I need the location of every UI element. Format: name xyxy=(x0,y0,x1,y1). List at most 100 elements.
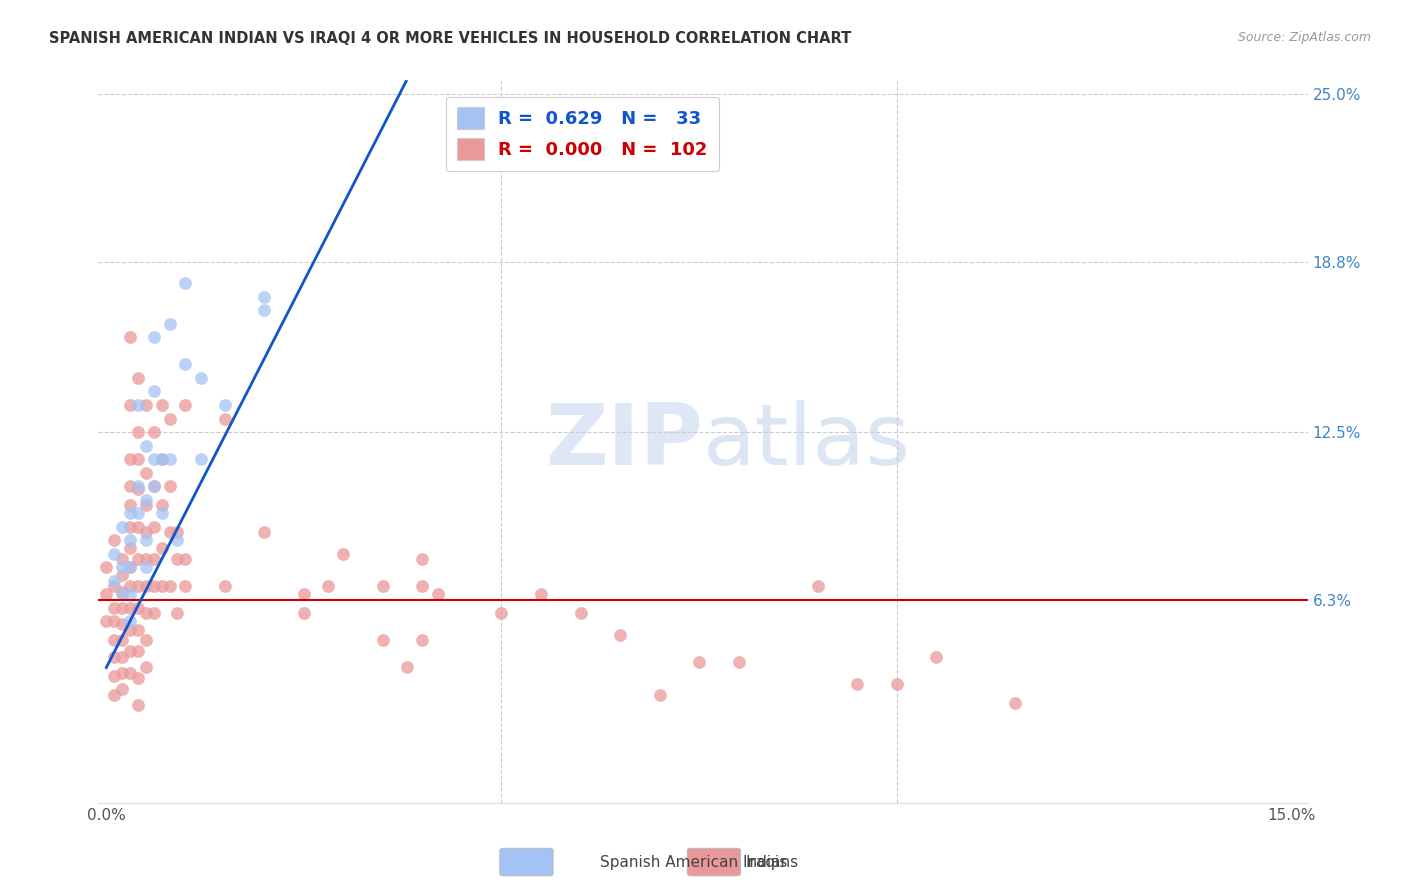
Point xyxy=(127,552,149,566)
Point xyxy=(142,520,165,534)
Point xyxy=(142,552,165,566)
Point xyxy=(111,633,134,648)
Point xyxy=(96,615,118,629)
Point xyxy=(925,649,948,664)
Point xyxy=(135,607,157,621)
Point xyxy=(135,560,157,574)
Point xyxy=(395,660,418,674)
Point xyxy=(609,628,631,642)
Point xyxy=(166,525,188,540)
Point xyxy=(135,439,157,453)
Point xyxy=(142,479,165,493)
Point xyxy=(118,615,141,629)
Point xyxy=(142,452,165,467)
Point xyxy=(174,277,197,291)
Point xyxy=(103,668,125,682)
Point xyxy=(135,492,157,507)
Point xyxy=(103,688,125,702)
Point xyxy=(103,601,125,615)
Point xyxy=(174,552,197,566)
Point xyxy=(316,579,339,593)
Point xyxy=(118,506,141,520)
Text: Spanish American Indians: Spanish American Indians xyxy=(600,855,799,870)
Point xyxy=(127,698,149,713)
Point xyxy=(111,520,134,534)
Point xyxy=(111,560,134,574)
Point xyxy=(142,384,165,399)
Point xyxy=(159,411,181,425)
Text: atlas: atlas xyxy=(703,400,911,483)
Point xyxy=(292,587,315,601)
Point xyxy=(135,579,157,593)
Point xyxy=(103,574,125,588)
Point xyxy=(166,607,188,621)
Point xyxy=(127,506,149,520)
Point xyxy=(292,607,315,621)
Point xyxy=(174,579,197,593)
Point xyxy=(135,398,157,412)
Point xyxy=(332,547,354,561)
Point xyxy=(127,579,149,593)
Point xyxy=(127,479,149,493)
Point xyxy=(118,452,141,467)
Point xyxy=(118,560,141,574)
Point xyxy=(127,520,149,534)
Point xyxy=(150,541,173,556)
Point xyxy=(530,587,553,601)
Point xyxy=(253,290,276,304)
Point xyxy=(111,665,134,680)
Point xyxy=(118,398,141,412)
Point xyxy=(96,587,118,601)
Point xyxy=(174,358,197,372)
Point xyxy=(846,677,869,691)
Point xyxy=(127,425,149,439)
Point xyxy=(142,479,165,493)
Point xyxy=(118,479,141,493)
Point xyxy=(103,633,125,648)
Point xyxy=(135,633,157,648)
Point xyxy=(371,633,394,648)
Point xyxy=(135,533,157,548)
Point xyxy=(103,533,125,548)
Point xyxy=(118,601,141,615)
Point xyxy=(166,552,188,566)
Point xyxy=(127,601,149,615)
Point xyxy=(118,644,141,658)
Point xyxy=(1004,696,1026,710)
Point xyxy=(135,498,157,512)
Point xyxy=(688,655,710,669)
FancyBboxPatch shape xyxy=(688,848,741,876)
Text: Iraqis: Iraqis xyxy=(745,855,787,870)
Point xyxy=(190,452,212,467)
Point xyxy=(135,552,157,566)
Point xyxy=(150,452,173,467)
Text: SPANISH AMERICAN INDIAN VS IRAQI 4 OR MORE VEHICLES IN HOUSEHOLD CORRELATION CHA: SPANISH AMERICAN INDIAN VS IRAQI 4 OR MO… xyxy=(49,31,852,46)
Point xyxy=(111,617,134,632)
Point xyxy=(214,398,236,412)
Point xyxy=(111,587,134,601)
Point xyxy=(727,655,749,669)
Point xyxy=(491,607,513,621)
Point xyxy=(253,303,276,318)
Point xyxy=(648,688,671,702)
Point xyxy=(118,579,141,593)
Point xyxy=(127,452,149,467)
Point xyxy=(118,623,141,637)
Point xyxy=(159,525,181,540)
Point xyxy=(103,547,125,561)
Point xyxy=(159,579,181,593)
Text: Source: ZipAtlas.com: Source: ZipAtlas.com xyxy=(1237,31,1371,45)
Point xyxy=(166,533,188,548)
Point xyxy=(111,682,134,697)
Point xyxy=(159,479,181,493)
Point xyxy=(371,579,394,593)
Point xyxy=(253,525,276,540)
Point xyxy=(96,560,118,574)
Point xyxy=(127,671,149,685)
Text: ZIP: ZIP xyxy=(546,400,703,483)
Point xyxy=(159,317,181,331)
Point xyxy=(111,601,134,615)
Point xyxy=(569,607,592,621)
Point xyxy=(103,615,125,629)
Point xyxy=(118,587,141,601)
